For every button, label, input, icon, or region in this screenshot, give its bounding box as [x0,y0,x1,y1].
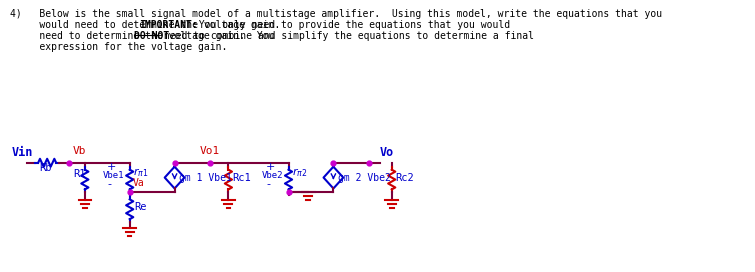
Text: Vin: Vin [12,146,33,159]
Text: +: + [266,162,276,172]
Text: gm 2 Vbe2: gm 2 Vbe2 [338,172,391,183]
Text: expression for the voltage gain.: expression for the voltage gain. [11,42,228,52]
Text: Vbe1: Vbe1 [103,171,125,180]
Text: gm 1 Vbe1: gm 1 Vbe1 [179,172,232,183]
Text: -: - [107,180,111,190]
Text: Vb: Vb [72,146,86,156]
Text: need to combine and simplify the equations to determine a final: need to combine and simplify the equatio… [158,31,534,41]
Text: DO NOT: DO NOT [134,31,169,41]
Text: Rb: Rb [39,163,51,173]
Text: Va: Va [132,178,144,188]
Text: would need to determine the voltage gain.: would need to determine the voltage gain… [11,20,292,30]
Text: IMPORTANT:: IMPORTANT: [139,20,197,30]
Text: R1: R1 [73,169,85,179]
Text: +: + [107,162,116,172]
Text: You only need to provide the equations that you would: You only need to provide the equations t… [187,20,510,30]
Text: Vo1: Vo1 [199,146,220,156]
Text: Rc1: Rc1 [232,172,251,183]
Text: -: - [266,180,270,190]
Text: $r_{\pi 2}$: $r_{\pi 2}$ [292,166,307,180]
Text: need to determine the voltage gain.  You: need to determine the voltage gain. You [11,31,281,41]
Text: 4)   Below is the small signal model of a multistage amplifier.  Using this mode: 4) Below is the small signal model of a … [11,9,662,19]
Text: Vo: Vo [380,146,394,159]
Text: $r_{\pi 1}$: $r_{\pi 1}$ [134,166,149,180]
Text: Vbe2: Vbe2 [262,171,283,180]
Text: Re: Re [134,202,146,212]
Text: Rc2: Rc2 [396,172,414,183]
